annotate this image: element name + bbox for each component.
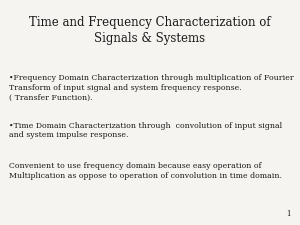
Text: •Time Domain Characterization through  convolution of input signal
and system im: •Time Domain Characterization through co… xyxy=(9,122,282,139)
Text: Time and Frequency Characterization of
Signals & Systems: Time and Frequency Characterization of S… xyxy=(29,16,271,45)
Text: Convenient to use frequency domain because easy operation of
Multiplication as o: Convenient to use frequency domain becau… xyxy=(9,162,282,180)
Text: 1: 1 xyxy=(286,210,291,218)
Text: •Frequency Domain Characterization through multiplication of Fourier
Transform o: •Frequency Domain Characterization throu… xyxy=(9,74,294,102)
